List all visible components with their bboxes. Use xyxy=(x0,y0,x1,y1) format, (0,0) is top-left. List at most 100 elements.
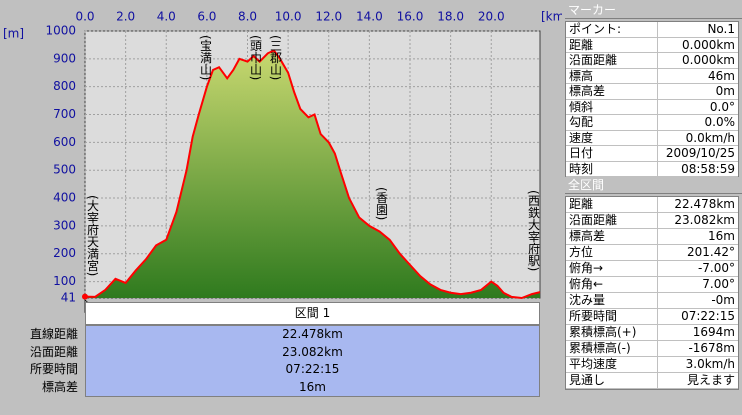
x-tick-label: 6.0 xyxy=(197,10,216,24)
row-line xyxy=(566,324,738,325)
row-line xyxy=(566,292,738,293)
panel-label: 沿面距離 xyxy=(569,53,618,67)
panel-value: 201.42° xyxy=(687,245,735,259)
y-tick-label: 900 xyxy=(53,51,76,65)
panel-value: 0.0° xyxy=(709,99,735,114)
row-line xyxy=(566,308,738,309)
y-tick-label: 41 xyxy=(61,291,76,305)
panel-title-text: 全区間 xyxy=(568,178,605,192)
panel-value: -1678m xyxy=(688,341,735,355)
panel-value: 08:58:59 xyxy=(681,161,735,176)
panel-label: 俯角→ xyxy=(569,261,604,275)
col-line xyxy=(657,261,658,277)
y-tick-label: 300 xyxy=(53,218,76,232)
row-value: 22.478km xyxy=(282,327,343,341)
col-line xyxy=(657,197,658,213)
row-line xyxy=(566,145,738,146)
col-line xyxy=(657,213,658,229)
y-tick-label: 400 xyxy=(53,191,76,205)
row-line xyxy=(566,228,738,229)
row-label: 標高差 xyxy=(41,379,78,394)
col-line xyxy=(657,37,658,53)
x-tick-label: 16.0 xyxy=(397,10,424,24)
col-line xyxy=(657,293,658,309)
place-label: (宝満山) xyxy=(199,35,213,80)
row-line xyxy=(566,176,738,177)
panel-label: ポイント: xyxy=(569,22,622,36)
col-line xyxy=(657,341,658,357)
place-label: (香園) xyxy=(375,187,389,220)
col-line xyxy=(657,84,658,100)
row-line xyxy=(566,212,738,213)
panel-value: -7.00° xyxy=(697,261,735,275)
panel-title xyxy=(565,177,742,194)
panel-value: -0m xyxy=(711,293,735,307)
row-line xyxy=(566,276,738,277)
panel-label: 時刻 xyxy=(569,161,594,176)
panel-value: 23.082km xyxy=(674,213,735,227)
row-label: 沿面距離 xyxy=(29,344,78,359)
panel-value: 7.00° xyxy=(702,277,735,291)
col-line xyxy=(657,99,658,115)
panel-value: 16m xyxy=(708,229,735,243)
panel-label: 累積標高(-) xyxy=(569,341,631,355)
row-line xyxy=(566,67,738,69)
section-values xyxy=(85,325,540,397)
y-tick-label: 600 xyxy=(53,135,76,149)
panel-value: 0m xyxy=(715,84,735,98)
panel-label: 見通し xyxy=(569,373,606,387)
x-unit: [km] xyxy=(541,10,562,24)
panel-value: 0.0% xyxy=(704,115,736,129)
col-line xyxy=(657,325,658,341)
y-tick-label: 800 xyxy=(53,79,76,93)
panel-value: 2009/10/25 xyxy=(665,146,735,160)
panel-label: 距離 xyxy=(569,197,594,211)
col-line xyxy=(657,53,658,69)
row-line xyxy=(566,340,738,341)
col-line xyxy=(657,245,658,261)
col-line xyxy=(657,229,658,245)
profile-line xyxy=(84,49,541,300)
x-tick-label: 4.0 xyxy=(157,10,176,24)
row-line xyxy=(566,129,738,131)
x-tick-label: 10.0 xyxy=(275,10,302,24)
row-value: 23.082km xyxy=(282,344,343,359)
panel-value: 見えます xyxy=(686,373,735,387)
section-header xyxy=(85,302,540,325)
y-tick-label: 500 xyxy=(53,163,76,177)
panel-label: 傾斜 xyxy=(569,99,594,114)
row-line xyxy=(566,244,738,245)
panel-value: No.1 xyxy=(707,22,735,36)
panel-value: 22.478km xyxy=(674,197,735,211)
row-line xyxy=(566,372,738,373)
y-tick-label: 1000 xyxy=(45,24,76,38)
x-tick-label: 0.0 xyxy=(75,10,94,24)
col-line xyxy=(657,357,658,373)
panel-label: 俯角← xyxy=(569,277,604,291)
place-label: (大宰府天満宮) xyxy=(86,195,100,276)
row-value: 16m xyxy=(299,379,326,394)
panel-label: 日付 xyxy=(569,146,594,160)
panel-value: 3.0km/h xyxy=(685,357,735,371)
row-label: 直線距離 xyxy=(29,327,78,341)
panel-title-text: マーカー xyxy=(568,3,617,17)
col-line xyxy=(657,277,658,293)
y-tick-label: 700 xyxy=(53,107,76,121)
area-fill xyxy=(85,50,540,299)
panel-value: 1694m xyxy=(692,325,735,339)
panel-label: 標高差 xyxy=(569,84,606,98)
panel-label: 累積標高(+) xyxy=(569,325,637,339)
col-line xyxy=(657,161,658,177)
x-tick-label: 2.0 xyxy=(116,10,135,24)
panel-label: 勾配 xyxy=(569,115,594,129)
panel-label: 距離 xyxy=(569,37,594,52)
panel-value: 0.0km/h xyxy=(685,130,735,145)
row-line xyxy=(566,36,738,38)
y-unit: [m] xyxy=(3,27,24,41)
place-label: (西鉄大宰府駅) xyxy=(527,190,541,271)
x-tick-label: 14.0 xyxy=(356,10,383,24)
panel-title xyxy=(565,2,742,19)
y-tick-label: 100 xyxy=(53,274,76,288)
col-line xyxy=(657,115,658,131)
y-tick-label: 200 xyxy=(53,246,76,260)
